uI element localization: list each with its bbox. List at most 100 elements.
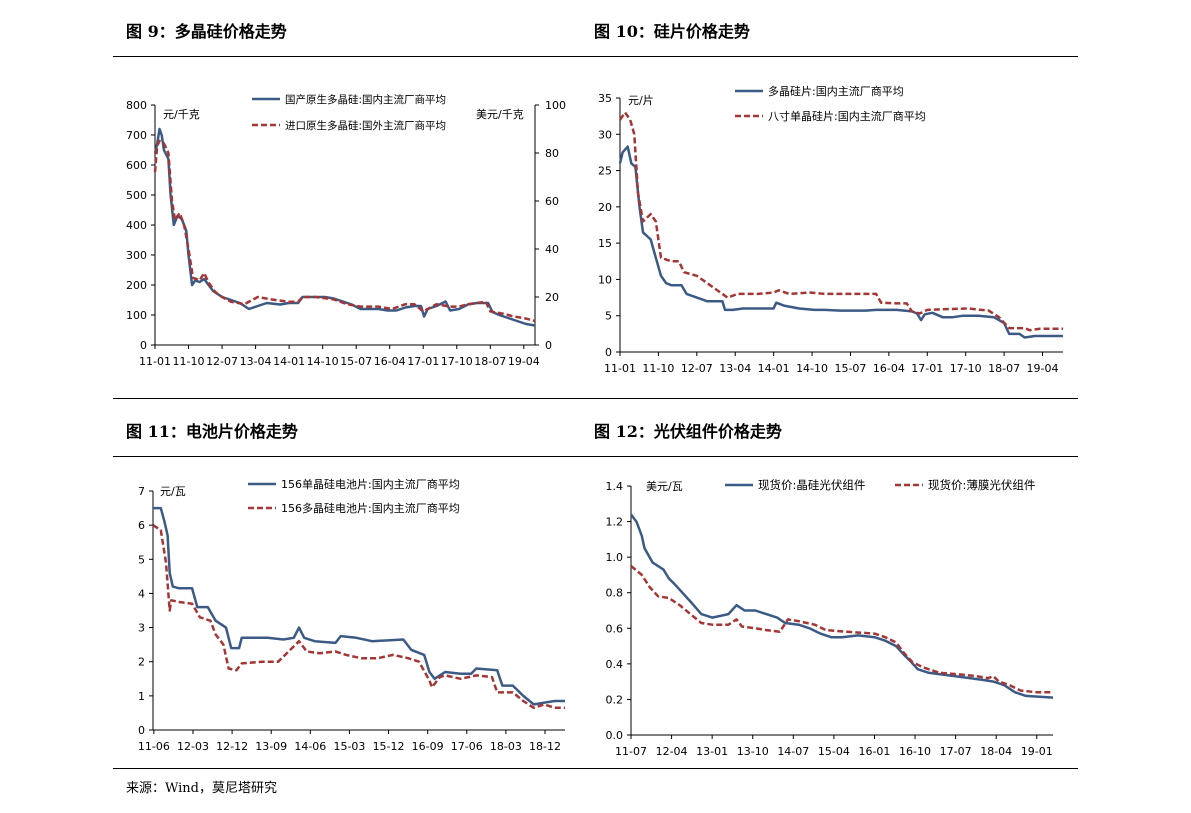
- fig12-xtick-label: 11-07: [615, 745, 647, 758]
- fig10-ytick-label: 25: [598, 165, 612, 178]
- fig11-ytick-label: 2: [138, 656, 145, 669]
- fig11-ytick-label: 0: [138, 724, 145, 737]
- fig11-xtick-label: 18-12: [529, 740, 561, 753]
- fig12-ytick-label: 0.6: [606, 622, 624, 635]
- fig10-xtick-label: 16-04: [873, 362, 905, 375]
- fig11-ytick-label: 7: [138, 485, 145, 498]
- fig10-ylabel: 元/片: [628, 94, 654, 107]
- fig12-xtick-label: 19-01: [1021, 745, 1053, 758]
- fig12-xtick-label: 14-07: [777, 745, 809, 758]
- fig9-xtick-label: 19-04: [508, 355, 540, 368]
- fig9-xtick-label: 12-07: [206, 355, 238, 368]
- fig12-title: 图 12：光伏组件价格走势: [594, 422, 782, 441]
- fig11-xtick-label: 13-09: [255, 740, 287, 753]
- fig10-ytick-label: 35: [598, 92, 612, 105]
- fig12-xtick-label: 16-10: [899, 745, 931, 758]
- fig10-ytick-label: 30: [598, 128, 612, 141]
- fig11-legend-2-label: 156多晶硅电池片:国内主流厂商平均: [281, 501, 460, 515]
- fig12-xtick-label: 12-04: [656, 745, 688, 758]
- fig11-xtick-label: 12-03: [177, 740, 209, 753]
- fig11-xtick-label: 17-06: [451, 740, 483, 753]
- fig9-xtick-label: 17-10: [441, 355, 473, 368]
- fig9-xtick-label: 14-01: [273, 355, 305, 368]
- fig10-xtick-label: 13-04: [719, 362, 751, 375]
- fig11-legend-1-label: 156单晶硅电池片:国内主流厂商平均: [281, 477, 460, 491]
- fig12-xtick-label: 13-10: [737, 745, 769, 758]
- fig11-xtick-label: 12-12: [216, 740, 248, 753]
- fig9-xtick-label: 15-07: [340, 355, 372, 368]
- fig12-legend-2-label: 现货价:薄膜光伏组件: [928, 478, 1035, 492]
- fig12-xtick-label: 18-04: [980, 745, 1012, 758]
- fig12-series-1-line: [630, 513, 1054, 699]
- fig12-ytick-label: 1.2: [606, 516, 624, 529]
- fig10-xtick-label: 12-07: [681, 362, 713, 375]
- fig11-xtick-label: 15-12: [373, 740, 405, 753]
- fig9-y2tick-label: 100: [545, 99, 566, 112]
- fig10-xtick-label: 11-01: [604, 362, 636, 375]
- fig12-ytick-label: 0.4: [606, 658, 624, 671]
- fig10-ytick-label: 0: [605, 346, 612, 359]
- fig12-ytick-label: 0.8: [606, 587, 624, 600]
- fig9-ytick-label: 200: [126, 279, 147, 292]
- fig12-ytick-label: 1.0: [606, 551, 624, 564]
- fig10-ytick-label: 10: [598, 273, 612, 286]
- fig9-ytick-label: 100: [126, 309, 147, 322]
- fig10-xtick-label: 11-10: [642, 362, 674, 375]
- fig12-ytick-label: 0.2: [606, 693, 624, 706]
- fig9-y2tick-label: 80: [545, 147, 559, 160]
- fig12-xtick-label: 17-07: [940, 745, 972, 758]
- fig9-ytick-label: 800: [126, 99, 147, 112]
- fig11-ytick-label: 3: [138, 622, 145, 635]
- fig11-xtick-label: 14-06: [294, 740, 326, 753]
- fig12-series-2-line: [630, 565, 1053, 694]
- fig12-ytick-label: 0.0: [606, 729, 624, 742]
- fig11-series-2-line: [152, 524, 565, 710]
- fig10-legend-1-label: 多晶硅片:国内主流厂商平均: [768, 84, 904, 98]
- fig9-title: 图 9：多晶硅价格走势: [126, 22, 287, 41]
- fig10-ytick-label: 20: [598, 201, 612, 214]
- bottom-rule: [113, 768, 1078, 769]
- fig11-ytick-label: 6: [138, 519, 145, 532]
- fig10-ytick-label: 15: [598, 237, 612, 250]
- source-note: 来源：Wind，莫尼塔研究: [126, 781, 277, 796]
- fig11-ytick-label: 5: [138, 553, 145, 566]
- fig12-ylabel: 美元/瓦: [646, 480, 683, 493]
- fig12-ytick-label: 1.4: [606, 480, 624, 493]
- fig12-xtick-label: 16-01: [858, 745, 890, 758]
- fig9-ytick-label: 300: [126, 249, 147, 262]
- middle-rule-top: [113, 398, 1078, 399]
- fig12-xtick-label: 13-01: [696, 745, 728, 758]
- fig9-legend-2-label: 进口原生多晶硅:国外主流厂商平均: [285, 119, 446, 132]
- fig10-xtick-label: 17-01: [911, 362, 943, 375]
- fig10-xtick-label: 17-10: [950, 362, 982, 375]
- fig9-legend-1-label: 国产原生多晶硅:国内主流厂商平均: [285, 93, 446, 106]
- fig11-xtick-label: 18-03: [490, 740, 522, 753]
- fig10-title: 图 10：硅片价格走势: [594, 22, 750, 41]
- fig9-xtick-label: 11-10: [173, 355, 205, 368]
- fig9-xtick-label: 13-04: [240, 355, 272, 368]
- fig11-title: 图 11：电池片价格走势: [126, 422, 298, 441]
- fig11-xtick-label: 15-03: [333, 740, 365, 753]
- fig9-ytick-label: 400: [126, 219, 147, 232]
- fig11-ytick-label: 1: [138, 690, 145, 703]
- fig10-ytick-label: 5: [605, 310, 612, 323]
- fig12-xtick-label: 15-04: [818, 745, 850, 758]
- fig11-ylabel: 元/瓦: [160, 485, 186, 498]
- fig9-y2label: 美元/千克: [476, 108, 524, 121]
- fig11-ytick-label: 4: [138, 587, 145, 600]
- fig9-xtick-label: 11-01: [139, 355, 171, 368]
- fig10-xtick-label: 19-04: [1027, 362, 1059, 375]
- fig9-ytick-label: 500: [126, 189, 147, 202]
- middle-rule-bottom: [113, 456, 1078, 457]
- fig9-ytick-label: 700: [126, 129, 147, 142]
- fig9-xtick-label: 17-01: [407, 355, 439, 368]
- fig9-y2tick-label: 20: [545, 291, 559, 304]
- fig11-xtick-label: 11-06: [138, 740, 170, 753]
- fig9-y2tick-label: 60: [545, 195, 559, 208]
- fig11-series-1-line: [153, 506, 565, 706]
- fig10-xtick-label: 18-07: [988, 362, 1020, 375]
- fig9-y2tick-label: 40: [545, 243, 559, 256]
- fig10-series-1-line: [618, 145, 1063, 339]
- fig10-series-2-line: [618, 111, 1063, 332]
